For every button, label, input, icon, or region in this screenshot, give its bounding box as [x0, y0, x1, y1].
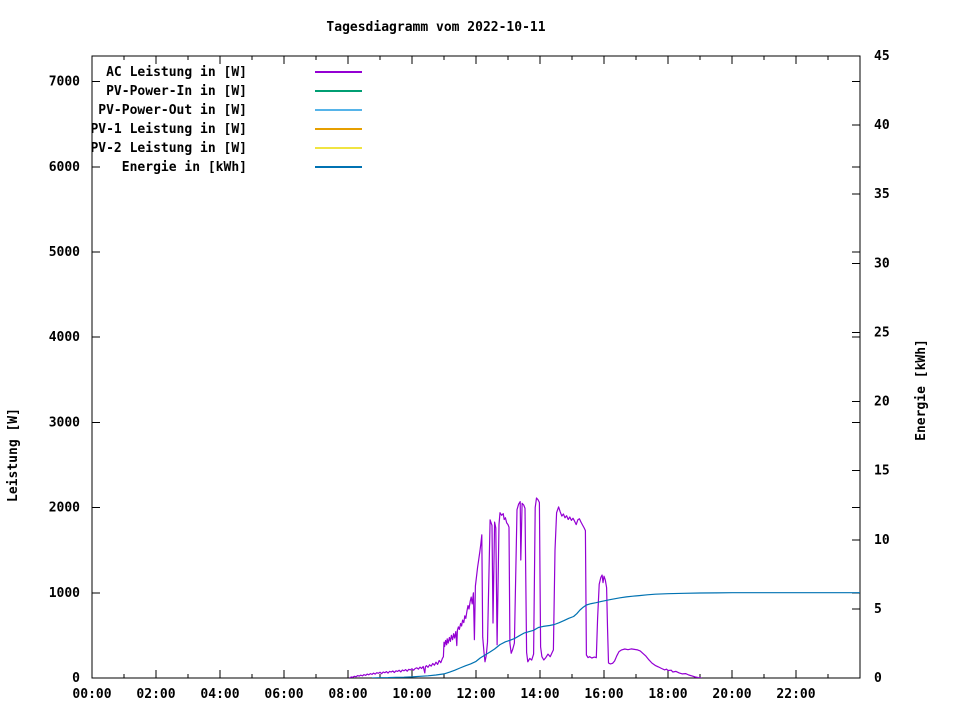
x-tick-label: 02:00 [136, 687, 175, 702]
x-tick-label: 08:00 [328, 687, 367, 702]
x-tick-label: 10:00 [392, 687, 431, 702]
legend: AC Leistung in [W] PV-Power-In in [W] PV-P… [90, 65, 362, 175]
x-tick-label: 22:00 [776, 687, 815, 702]
chart-title: Tagesdiagramm vom 2022-10-11 [326, 20, 546, 35]
x-tick-label: 14:00 [520, 687, 559, 702]
x-tick-label: 06:00 [264, 687, 303, 702]
series-left [349, 497, 702, 678]
x-tick-label: 20:00 [712, 687, 751, 702]
y-left-tick-label: 7000 [49, 75, 80, 90]
y-left-tick-label: 3000 [49, 415, 80, 430]
y-right-tick-label: 15 [874, 464, 890, 479]
y-left-tick-label: 1000 [49, 586, 80, 601]
y-right-tick-label: 20 [874, 395, 890, 410]
y-axis-right-ticks: 0 5 10 15 20 25 30 35 40 45 [852, 49, 890, 686]
x-tick-label: 12:00 [456, 687, 495, 702]
y-left-tick-label: 0 [72, 671, 80, 686]
y-left-tick-label: 4000 [49, 330, 80, 345]
legend-label: PV-Power-Out in [W] [98, 103, 247, 118]
legend-label: Energie in [kWh] [122, 160, 247, 175]
series-right [371, 592, 860, 678]
y-right-tick-label: 0 [874, 671, 882, 686]
x-axis-ticks: 00:00 02:00 04:00 06:00 08:00 10:00 12:00 14:00… [72, 56, 829, 702]
legend-label: AC Leistung in [W] [106, 65, 247, 80]
legend-label: PV-Power-In in [W] [106, 84, 247, 99]
x-tick-label: 18:00 [648, 687, 687, 702]
y-right-tick-label: 10 [874, 533, 890, 548]
legend-label: PV-2 Leistung in [W] [90, 141, 247, 156]
y-left-tick-label: 5000 [49, 245, 80, 260]
series-lines [349, 497, 860, 678]
y-right-tick-label: 5 [874, 602, 882, 617]
y-left-tick-label: 2000 [49, 501, 80, 516]
y-right-tick-label: 35 [874, 187, 890, 202]
legend-label: PV-1 Leistung in [W] [90, 122, 247, 137]
y-left-tick-label: 6000 [49, 160, 80, 175]
y-right-tick-label: 25 [874, 325, 890, 340]
x-tick-label: 00:00 [72, 687, 111, 702]
y-right-tick-label: 30 [874, 256, 890, 271]
x-tick-label: 04:00 [200, 687, 239, 702]
y-right-tick-label: 45 [874, 49, 890, 64]
y-right-tick-label: 40 [874, 118, 890, 133]
x-tick-label: 16:00 [584, 687, 623, 702]
